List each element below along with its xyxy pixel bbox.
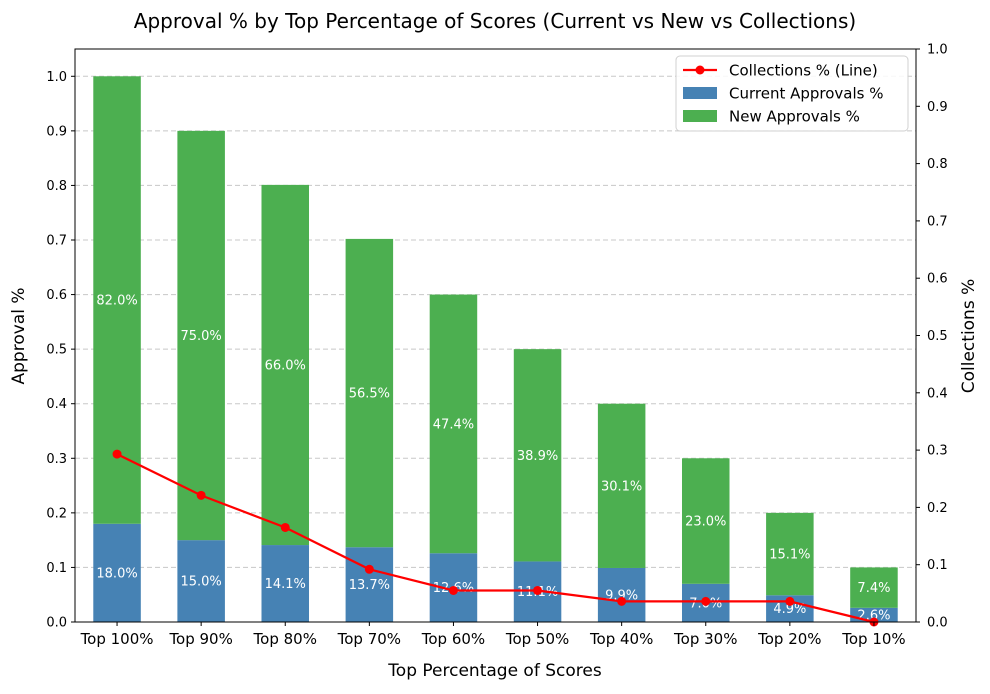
y-tick-label: 0.3 — [46, 452, 67, 467]
bar-label-group: 18.0% 82.0% 15.0% 75.0% 14.1% 66.0% 13.7% 56.5%… — [96, 294, 890, 624]
x-tick-label: Top 40% — [589, 630, 653, 648]
data-label-new: 30.1% — [601, 479, 642, 494]
legend-swatch-new — [683, 110, 717, 122]
legend-label-new: New Approvals % — [729, 108, 860, 126]
y-tick-label: 0.8 — [46, 179, 67, 194]
bar-new-approvals — [345, 238, 394, 548]
data-label-current: 4.9% — [773, 602, 806, 617]
y-tick-label: 0.0 — [46, 616, 67, 631]
collections-point — [112, 449, 122, 459]
legend-label-collections: Collections % (Line) — [729, 62, 878, 80]
y-tick-label: 0.7 — [46, 234, 67, 249]
y-right-tick-label: 0.5 — [927, 329, 948, 344]
collections-line — [116, 453, 875, 624]
bar-new-approvals — [93, 76, 141, 524]
bar-current-approvals — [177, 540, 225, 622]
bar-new-approvals — [261, 184, 310, 546]
collections-point — [701, 596, 711, 606]
legend-swatch-current — [683, 87, 717, 99]
data-label-new: 7.4% — [857, 581, 890, 596]
y-tick-label: 1.0 — [46, 70, 67, 85]
legend-label-current: Current Approvals % — [729, 85, 884, 103]
legend-marker-collections — [695, 65, 705, 75]
data-label-current: 18.0% — [96, 566, 137, 581]
x-tick-label: Top 90% — [168, 630, 232, 648]
y-right-tick-label: 0.3 — [927, 444, 948, 459]
x-tick-label: Top 20% — [757, 630, 821, 648]
y-tick-label: 0.5 — [46, 343, 67, 358]
bar-new-approvals — [766, 512, 814, 596]
data-label-new: 82.0% — [96, 294, 137, 309]
bar-current-approvals — [597, 567, 646, 622]
bar-current-approvals — [345, 547, 394, 622]
x-axis-label: Top Percentage of Scores — [387, 661, 602, 681]
collections-point — [364, 564, 374, 574]
y-tick-label: 0.4 — [46, 397, 67, 412]
x-tick-label: Top 30% — [673, 630, 737, 648]
data-label-new: 38.9% — [517, 449, 558, 464]
data-label-current: 13.7% — [349, 578, 390, 593]
data-label-new: 56.5% — [349, 387, 390, 402]
y-right-tick-label: 0.1 — [927, 558, 948, 573]
bar-new-approvals — [429, 294, 478, 554]
x-tick-label: Top 100% — [80, 630, 154, 648]
legend-box — [675, 55, 909, 132]
y-right-tick-label: 0.6 — [927, 272, 948, 287]
legend: Collections % (Line) Current Approvals % N… — [675, 55, 909, 132]
y-right-tick-label: 0.4 — [927, 386, 948, 401]
data-label-new: 15.1% — [769, 548, 810, 563]
y-tick-label: 0.2 — [46, 506, 67, 521]
data-label-new: 75.0% — [180, 329, 221, 344]
data-label-new: 47.4% — [433, 417, 474, 432]
bar-new-approvals — [681, 458, 730, 584]
y-right-tick-label: 0.7 — [927, 214, 948, 229]
bar-current-approvals — [261, 545, 310, 622]
x-tick-label: Top 60% — [421, 630, 485, 648]
y-tick-label: 0.9 — [46, 124, 67, 139]
x-tick-label: Top 50% — [505, 630, 569, 648]
data-label-current: 15.0% — [180, 575, 221, 590]
axes-ticks: 0.0 0.1 0.2 0.3 0.4 0.5 0.6 0.7 0.8 0.9 1.0 0.0 0.1 0… — [46, 43, 947, 649]
data-label-new: 23.0% — [685, 515, 726, 530]
y-right-tick-label: 0.9 — [927, 100, 948, 115]
bar-new-approvals — [597, 403, 646, 568]
collections-point — [533, 585, 543, 595]
bar-group — [93, 76, 898, 622]
y-right-tick-label: 0.0 — [927, 616, 948, 631]
collections-line-group — [112, 449, 879, 627]
collections-point — [785, 596, 795, 606]
y-right-tick-label: 0.8 — [927, 157, 948, 172]
collections-point — [448, 585, 458, 595]
bar-new-approvals — [850, 567, 898, 608]
y-tick-label: 0.6 — [46, 288, 67, 303]
chart-title: Approval % by Top Percentage of Scores (… — [134, 9, 856, 33]
y-axis-label-right: Collections % — [959, 279, 979, 394]
data-label-current: 14.1% — [265, 577, 306, 592]
x-tick-label: Top 10% — [841, 630, 905, 648]
collections-point — [617, 596, 627, 606]
bar-current-approvals — [93, 523, 141, 622]
bar-new-approvals — [513, 349, 562, 562]
y-right-tick-label: 1.0 — [927, 43, 948, 58]
data-label-new: 66.0% — [265, 358, 306, 373]
x-tick-label: Top 80% — [253, 630, 317, 648]
y-tick-label: 0.1 — [46, 561, 67, 576]
bar-new-approvals — [177, 130, 225, 541]
collections-point — [280, 522, 290, 532]
y-axis-label: Approval % — [9, 288, 29, 385]
collections-point — [196, 490, 206, 500]
x-tick-label: Top 70% — [337, 630, 401, 648]
y-right-tick-label: 0.2 — [927, 501, 948, 516]
